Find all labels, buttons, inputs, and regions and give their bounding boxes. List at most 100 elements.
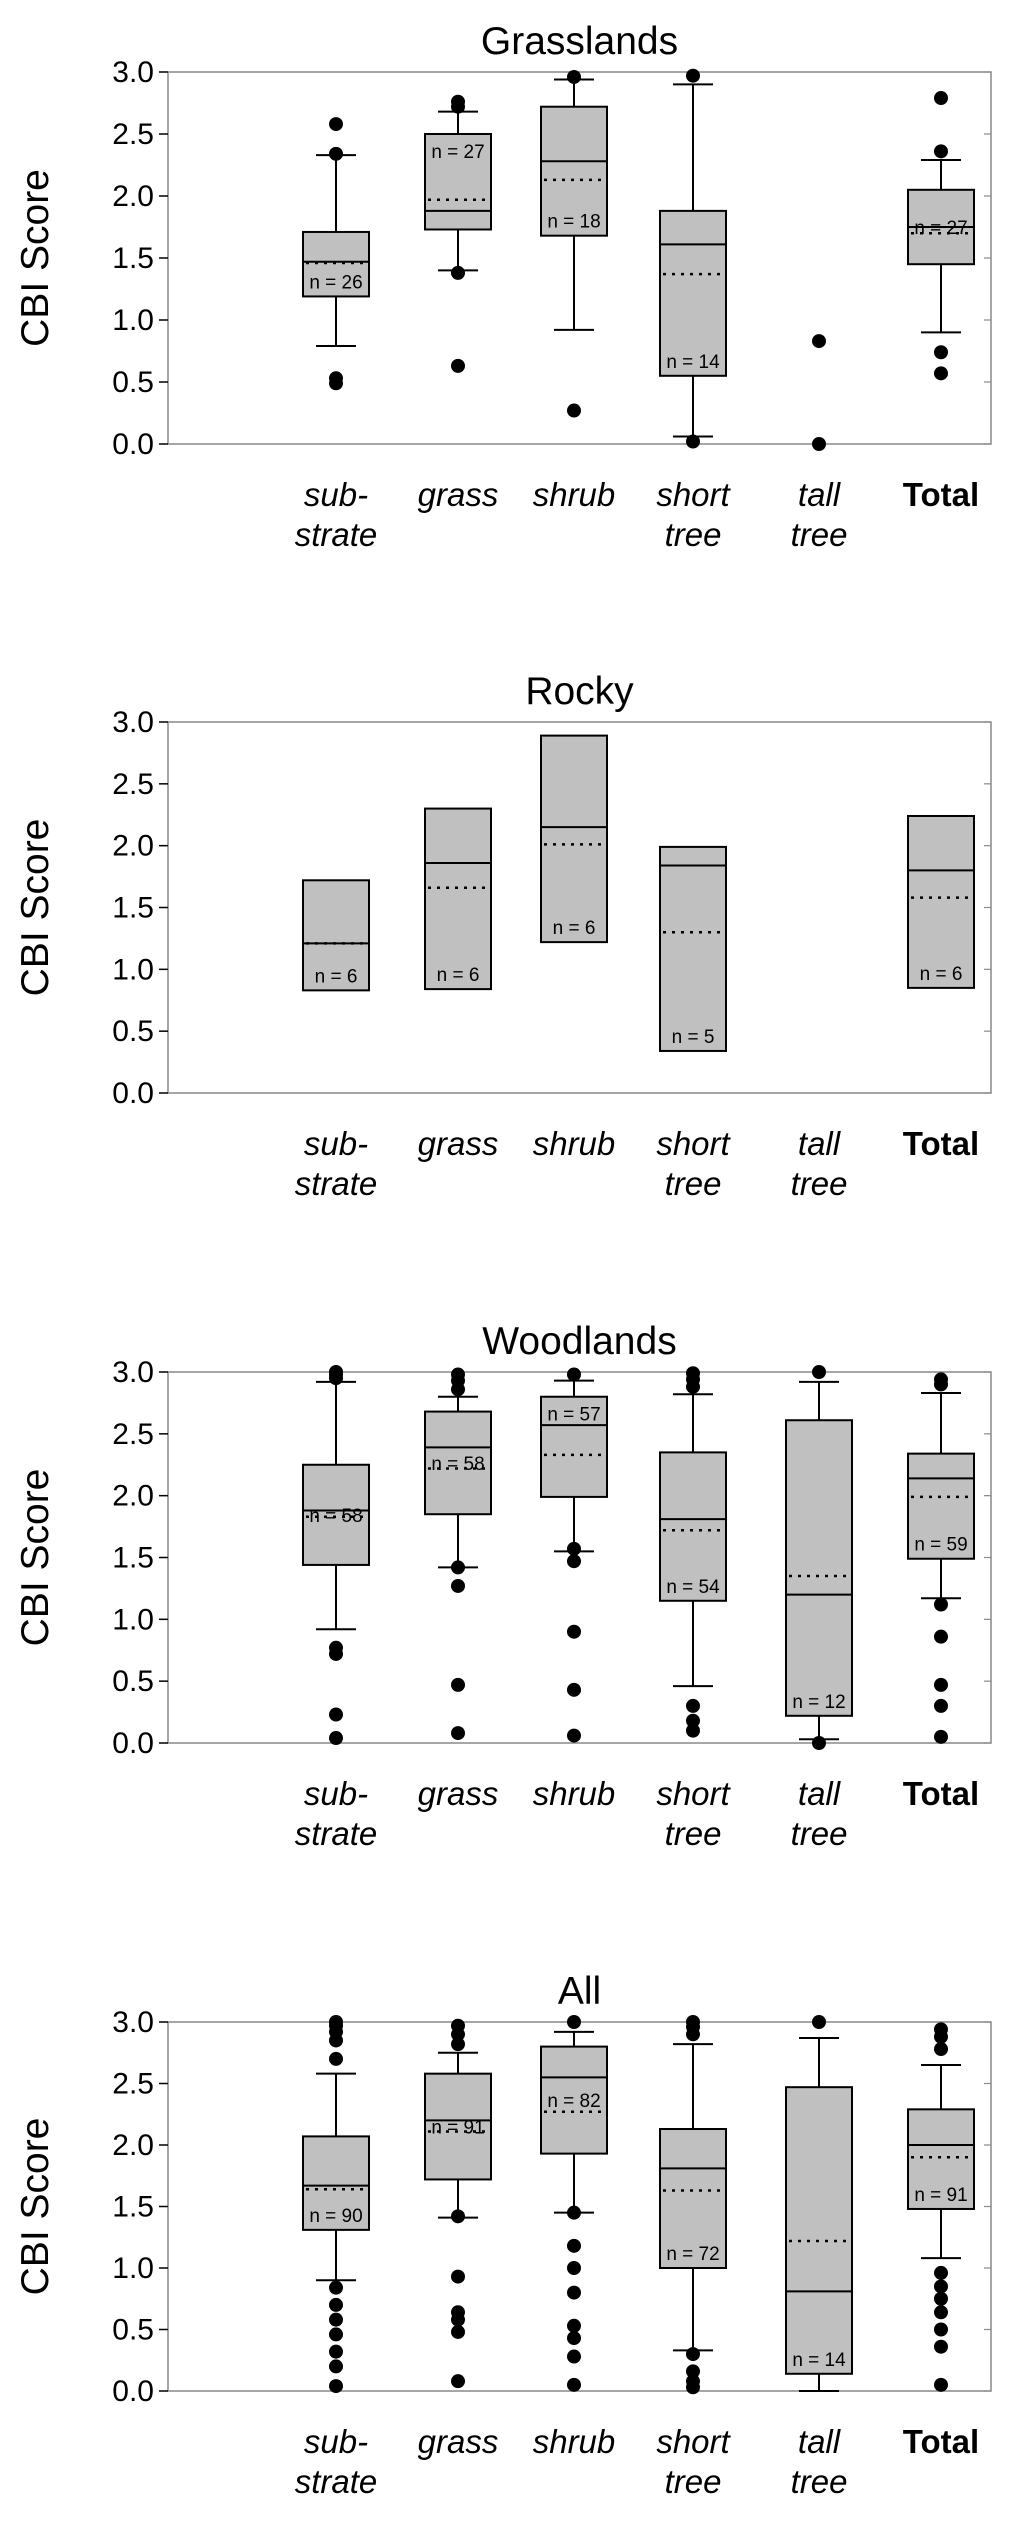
n-label: n = 26 xyxy=(309,272,362,293)
box-6: n = 27 xyxy=(907,91,975,381)
chart-title: All xyxy=(558,1970,601,2013)
y-tick-label: 1.0 xyxy=(112,2252,154,2285)
iqr-box xyxy=(907,814,975,989)
category-label: sub-strate xyxy=(295,1125,378,1202)
outlier-point xyxy=(451,1726,465,1741)
outlier-point xyxy=(567,1367,581,1382)
n-label: n = 90 xyxy=(309,2206,362,2227)
y-tick-label: 3.0 xyxy=(112,706,154,739)
category-label: shrub xyxy=(533,1775,616,1812)
n-label: n = 58 xyxy=(309,1506,362,1527)
box-1: n = 6 xyxy=(302,879,370,992)
n-label: n = 72 xyxy=(666,2244,719,2265)
category-label-line: short xyxy=(656,1775,731,1812)
category-label-line: tree xyxy=(665,1815,722,1852)
outlier-point xyxy=(812,1365,826,1379)
category-label-line: tall xyxy=(798,1125,842,1162)
category-label: tall tree xyxy=(791,476,848,553)
category-label-line: strate xyxy=(295,1165,378,1202)
category-label-line: tree xyxy=(665,516,722,553)
category-label: short tree xyxy=(656,2423,731,2500)
outlier-point xyxy=(934,1729,948,1744)
outlier-point xyxy=(567,69,581,84)
category-label-line: Total xyxy=(903,1775,979,1812)
box-5 xyxy=(812,334,826,451)
n-label: n = 6 xyxy=(553,918,596,939)
iqr-box xyxy=(785,2086,853,2375)
category-label-line: short xyxy=(656,1125,731,1162)
n-label: n = 54 xyxy=(666,1577,720,1598)
outlier-point xyxy=(934,345,948,360)
category-label-line: Total xyxy=(903,1125,979,1162)
outlier-point xyxy=(567,2205,581,2220)
category-label: shrub xyxy=(533,476,616,513)
iqr-box xyxy=(659,2128,727,2270)
box-3: n = 57 xyxy=(540,1367,608,1743)
outlier-point xyxy=(329,2051,343,2066)
y-axis-label: CBI Score xyxy=(14,819,57,997)
category-label: short tree xyxy=(656,476,731,553)
n-label: n = 57 xyxy=(547,1405,600,1426)
outlier-point xyxy=(329,1365,343,1379)
outlier-point xyxy=(686,434,700,449)
box-3: n = 82 xyxy=(540,2015,608,2392)
n-label: n = 12 xyxy=(792,1692,845,1713)
category-label-line: strate xyxy=(295,516,378,553)
n-label: n = 59 xyxy=(914,1535,967,1556)
y-tick-label: 2.5 xyxy=(112,1418,154,1451)
outlier-point xyxy=(451,2037,465,2052)
outlier-point xyxy=(812,1736,826,1750)
category-label: tall tree xyxy=(791,1125,848,1202)
category-label-line: grass xyxy=(418,1125,499,1162)
outlier-point xyxy=(329,1707,343,1722)
n-label: n = 6 xyxy=(920,964,963,985)
y-axis-label: CBI Score xyxy=(14,1469,57,1647)
n-label: n = 58 xyxy=(431,1454,484,1475)
n-label: n = 27 xyxy=(914,218,967,239)
box-4: n = 54 xyxy=(659,1366,727,1738)
iqr-box xyxy=(540,1395,608,1498)
y-tick-label: 0.5 xyxy=(112,2314,154,2347)
box-5: n = 14 xyxy=(785,2015,853,2392)
outlier-point xyxy=(451,2269,465,2284)
y-tick-label: 1.5 xyxy=(112,2191,154,2224)
chart-panel-4: All CBI Score 0.0 0.5 1.0 1.5 2.0 2.5 3.0 sub-str… xyxy=(14,1970,992,2500)
outlier-point xyxy=(567,1554,581,1569)
iqr-box xyxy=(302,1463,370,1566)
y-axis-label: CBI Score xyxy=(14,169,57,347)
category-label-line: short xyxy=(656,2423,731,2460)
category-label: Total xyxy=(903,1775,979,1812)
outlier-point xyxy=(686,1366,700,1381)
n-label: n = 91 xyxy=(431,2118,484,2139)
category-label-line: strate xyxy=(295,2463,378,2500)
box-2: n = 27 xyxy=(424,94,492,373)
box-1: n = 90 xyxy=(302,2015,370,2394)
outlier-point xyxy=(451,2209,465,2224)
outlier-point xyxy=(567,1541,581,1556)
outlier-point xyxy=(329,1640,343,1655)
outlier-point xyxy=(451,2374,465,2389)
outlier-point xyxy=(329,2327,343,2342)
outlier-point xyxy=(451,2305,465,2320)
y-tick-label: 2.5 xyxy=(112,2068,154,2101)
iqr-box xyxy=(302,879,370,992)
category-label: grass xyxy=(418,1775,499,1812)
category-label: Total xyxy=(903,2423,979,2460)
outlier-point xyxy=(934,91,948,106)
box-4: n = 72 xyxy=(659,2015,727,2395)
y-tick-label: 0.0 xyxy=(112,1077,154,1110)
outlier-point xyxy=(567,2349,581,2364)
iqr-box xyxy=(424,1410,492,1516)
iqr-box xyxy=(540,734,608,944)
outlier-point xyxy=(686,1698,700,1713)
y-tick-label: 0.5 xyxy=(112,1015,154,1048)
outlier-point xyxy=(934,1629,948,1644)
n-label: n = 91 xyxy=(914,2185,967,2206)
category-label-line: sub- xyxy=(304,1775,368,1812)
n-label: n = 5 xyxy=(672,1027,715,1048)
outlier-point xyxy=(451,358,465,373)
n-label: n = 82 xyxy=(547,2091,600,2112)
y-tick-label: 0.5 xyxy=(112,1665,154,1698)
outlier-point xyxy=(812,2015,826,2029)
